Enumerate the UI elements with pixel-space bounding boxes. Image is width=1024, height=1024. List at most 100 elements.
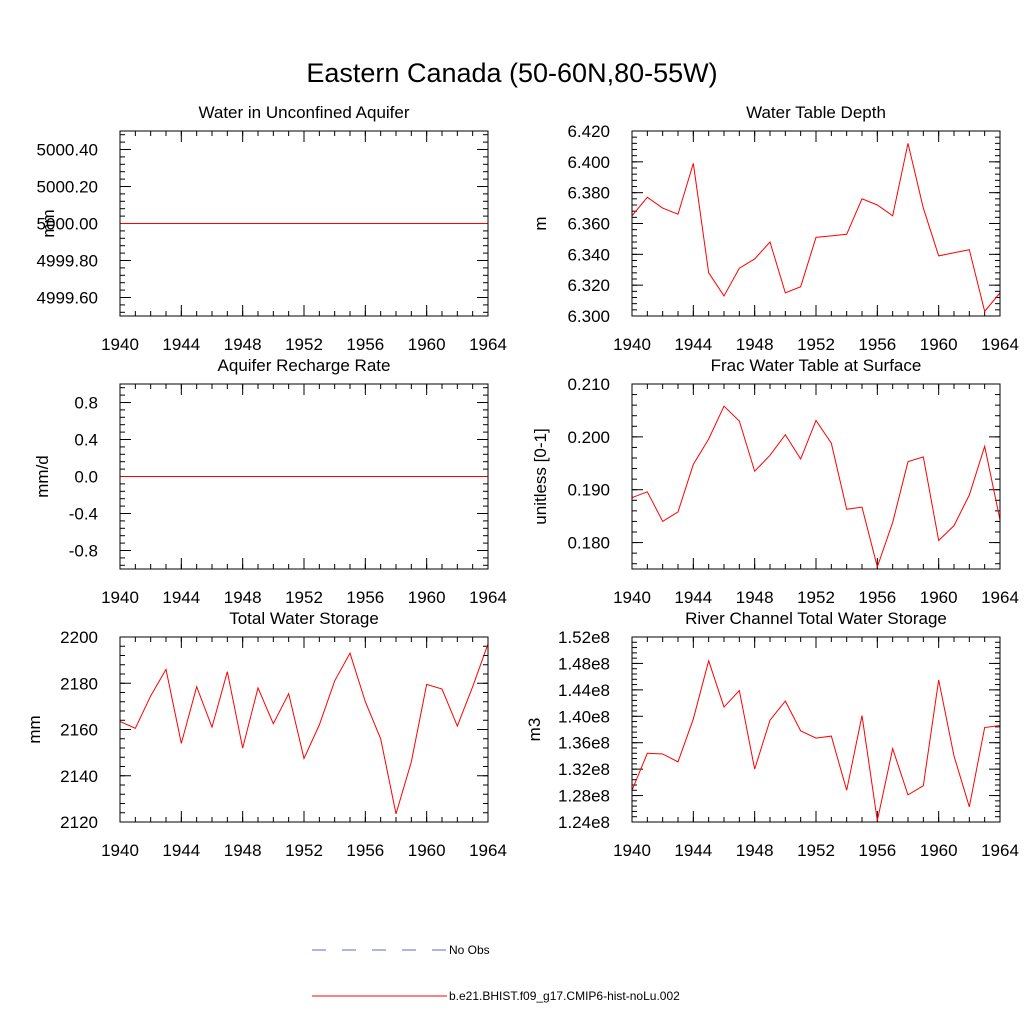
panel-title: River Channel Total Water Storage (685, 609, 947, 628)
y-tick-label: 5000.00 (37, 215, 98, 234)
y-tick-label: 6.420 (567, 122, 610, 141)
x-tick-label: 1956 (346, 335, 384, 354)
x-tick-label: 1960 (408, 335, 446, 354)
x-tick-label: 1964 (469, 588, 507, 607)
panel-title: Frac Water Table at Surface (711, 356, 922, 375)
panel-water-table-depth: Water Table Depth m 1940 1944 1948 1952 1956 19… (531, 103, 1019, 354)
series-line (631, 405, 1001, 569)
panel-total-water-storage: Total Water Storage mm 1940 1944 1948 1952 195… (25, 609, 507, 860)
y-tick-label: 2160 (60, 721, 98, 740)
y-tick-label: 1.36e8 (558, 734, 610, 753)
x-tick-label: 1960 (408, 841, 446, 860)
y-tick-label: 6.400 (567, 153, 610, 172)
y-axis-label: m (531, 216, 550, 230)
y-tick-label: 2200 (60, 628, 98, 647)
y-tick-label: 0.200 (567, 428, 610, 447)
x-tick-label: 1948 (224, 841, 262, 860)
x-tick-label: 1956 (346, 841, 384, 860)
x-tick-label: 1964 (469, 841, 507, 860)
y-tick-label: 1.32e8 (558, 760, 610, 779)
y-tick-label: 2140 (60, 767, 98, 786)
x-tick-label: 1940 (613, 588, 651, 607)
plot-frame (631, 636, 1001, 823)
figure-title: Eastern Canada (50-60N,80-55W) (306, 58, 717, 88)
legend: No Obs b.e21.BHIST.f09_g17.CMIP6-hist-no… (312, 943, 680, 1003)
x-tick-label: 1944 (162, 841, 200, 860)
series-line (631, 659, 1001, 821)
x-tick-label: 1940 (613, 841, 651, 860)
y-tick-label: 2180 (60, 674, 98, 693)
y-tick-label: 0.180 (567, 534, 610, 553)
panel-title: Water Table Depth (746, 103, 886, 122)
plot-frame (119, 383, 489, 570)
x-tick-label: 1952 (285, 588, 323, 607)
x-tick-label: 1948 (736, 588, 774, 607)
panel-title: Total Water Storage (229, 609, 379, 628)
x-tick-label: 1960 (920, 588, 958, 607)
y-tick-label: 4999.60 (37, 289, 98, 308)
panel-water-in-unconfined-aquifer: Water in Unconfined Aquifer mm 1940 1944 194… (37, 103, 507, 354)
x-tick-label: 1956 (858, 841, 896, 860)
y-tick-label: 4999.80 (37, 252, 98, 271)
x-tick-label: 1948 (224, 335, 262, 354)
x-tick-label: 1964 (981, 588, 1019, 607)
x-tick-label: 1948 (224, 588, 262, 607)
y-tick-label: 6.380 (567, 184, 610, 203)
panel-title: Aquifer Recharge Rate (218, 356, 391, 375)
y-tick-label: 1.40e8 (558, 707, 610, 726)
y-tick-label: 6.320 (567, 276, 610, 295)
x-tick-label: 1956 (346, 588, 384, 607)
y-tick-label: 0.190 (567, 481, 610, 500)
x-tick-label: 1964 (469, 335, 507, 354)
series-line (119, 643, 489, 815)
x-tick-label: 1964 (981, 335, 1019, 354)
x-tick-label: 1960 (920, 841, 958, 860)
y-axis-label: mm (39, 209, 58, 237)
y-tick-label: -0.8 (69, 542, 98, 561)
legend-label-model: b.e21.BHIST.f09_g17.CMIP6-hist-noLu.002 (449, 989, 680, 1003)
y-tick-label: 5000.20 (37, 178, 98, 197)
y-tick-label: 1.24e8 (558, 813, 610, 832)
y-axis-label: m3 (525, 718, 544, 742)
y-tick-label: 5000.40 (37, 141, 98, 160)
x-tick-label: 1944 (162, 588, 200, 607)
plot-frame (631, 383, 1001, 570)
y-tick-label: -0.4 (69, 505, 98, 524)
panel-title: Water in Unconfined Aquifer (198, 103, 409, 122)
plot-frame (119, 130, 489, 317)
y-axis-label: mm (25, 715, 44, 743)
x-tick-label: 1952 (797, 335, 835, 354)
x-tick-label: 1944 (674, 335, 712, 354)
y-tick-label: 0.8 (74, 394, 98, 413)
x-tick-label: 1952 (797, 588, 835, 607)
x-tick-label: 1940 (101, 588, 139, 607)
x-tick-label: 1952 (285, 335, 323, 354)
y-tick-label: 1.52e8 (558, 628, 610, 647)
y-axis-label: mm/d (33, 455, 52, 498)
panel-aquifer-recharge-rate: Aquifer Recharge Rate mm/d 1940 1944 1948 195… (33, 356, 507, 607)
y-tick-label: 6.340 (567, 245, 610, 264)
x-tick-label: 1948 (736, 841, 774, 860)
x-tick-label: 1956 (858, 588, 896, 607)
x-tick-label: 1964 (981, 841, 1019, 860)
y-tick-label: 1.48e8 (558, 654, 610, 673)
x-tick-label: 1944 (674, 841, 712, 860)
plot-frame (119, 636, 489, 823)
x-tick-label: 1952 (285, 841, 323, 860)
y-tick-label: 1.28e8 (558, 787, 610, 806)
x-tick-label: 1944 (674, 588, 712, 607)
legend-label-no-obs: No Obs (449, 943, 490, 957)
y-tick-label: 0.4 (74, 431, 98, 450)
x-tick-label: 1940 (101, 841, 139, 860)
plot-frame (631, 130, 1001, 317)
y-tick-label: 2120 (60, 813, 98, 832)
y-tick-label: 0.0 (74, 468, 98, 487)
y-tick-label: 6.360 (567, 215, 610, 234)
x-tick-label: 1952 (797, 841, 835, 860)
x-tick-label: 1940 (613, 335, 651, 354)
x-tick-label: 1944 (162, 335, 200, 354)
series-line (631, 143, 1001, 313)
x-tick-label: 1948 (736, 335, 774, 354)
